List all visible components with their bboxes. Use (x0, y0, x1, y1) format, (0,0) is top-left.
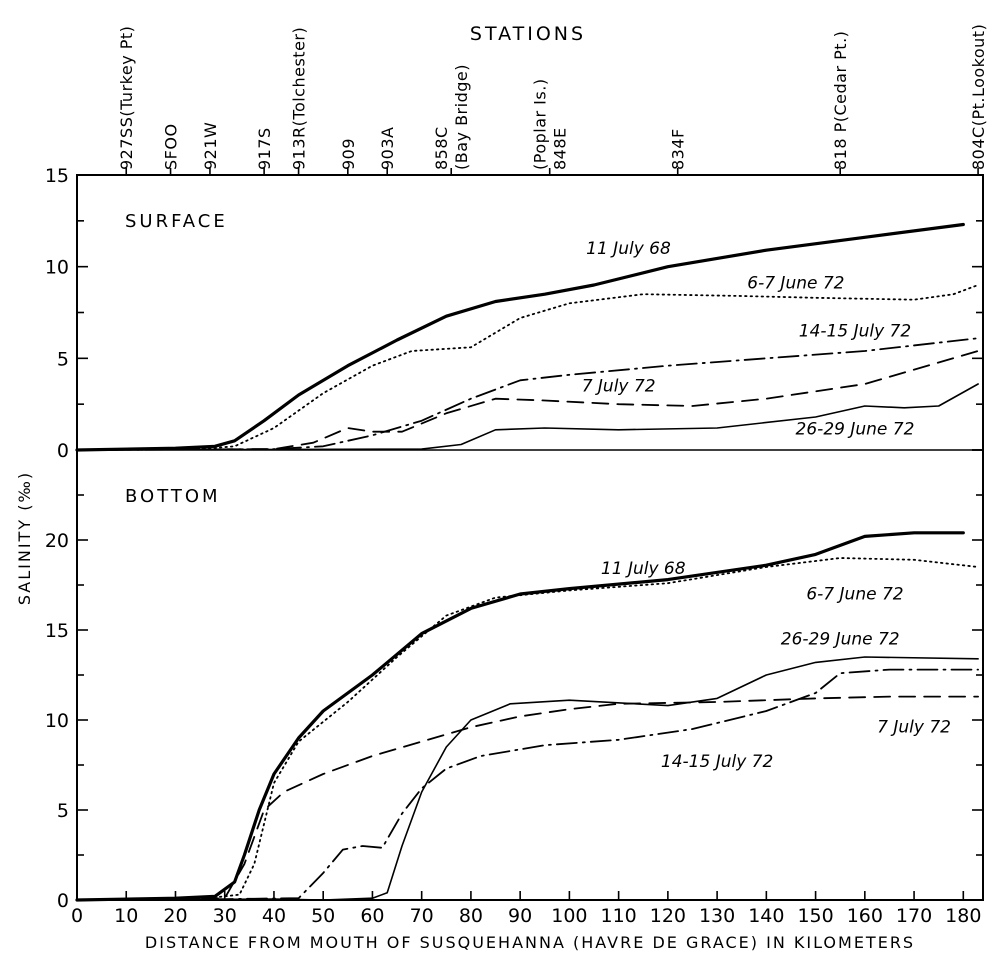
x-tick-label: 160 (847, 905, 883, 927)
station-label: 909 (339, 138, 358, 170)
series-line (76, 656, 979, 901)
x-tick-label: 100 (551, 905, 587, 927)
station-label: 927SS(Turkey Pt) (117, 26, 136, 170)
panel-label: SURFACE (125, 211, 228, 232)
x-tick-label: 130 (699, 905, 735, 927)
chart-panels: 0 5 10 15 SURFACE 11 July 68 6-7 June 72 14-15 … (45, 165, 983, 912)
series-line (76, 383, 979, 451)
panel-surface: 0 5 10 15 SURFACE 11 July 68 6-7 June 72 14-15 … (45, 165, 983, 462)
station-label: 917S (255, 127, 274, 170)
x-tick-label: 60 (360, 905, 384, 927)
x-tick-label: 80 (459, 905, 483, 927)
station-labels: 927SS(Turkey Pt) SFOO 921W 917S 913R(Tolches… (117, 24, 988, 175)
station-label: (Poplar Is.) (531, 78, 550, 170)
series-label: 11 July 68 (586, 239, 671, 259)
x-axis: 0 10 20 30 40 50 60 70 80 90 100 110 120 130 140 150 160… (71, 891, 981, 927)
y-tick-label: 10 (45, 710, 69, 732)
x-tick-label: 170 (896, 905, 932, 927)
x-tick-label: 40 (262, 905, 286, 927)
series-label: 6-7 June 72 (747, 274, 844, 294)
station-label: (Bay Bridge) (452, 64, 471, 170)
series-label: 6-7 June 72 (806, 584, 903, 604)
series-label: 11 July 68 (601, 559, 686, 579)
station-label: 818 P(Cedar Pt.) (831, 31, 850, 170)
y-tick-label: 10 (45, 257, 69, 279)
x-tick-label: 90 (508, 905, 532, 927)
series-label: 26-29 June 72 (781, 629, 900, 649)
series-label: 7 July 72 (582, 376, 656, 396)
station-label: 921W (201, 122, 220, 170)
y-tick-label: 15 (45, 620, 69, 642)
y-axis-title: SALINITY (‰) (15, 471, 34, 605)
station-label: SFOO (162, 123, 181, 170)
y-tick-label: 0 (57, 890, 69, 912)
x-axis-title: DISTANCE FROM MOUTH OF SUSQUEHANNA (HAVR… (145, 933, 915, 952)
y-tick-label: 20 (45, 530, 69, 552)
series-label: 26-29 June 72 (796, 419, 915, 439)
panel-label: BOTTOM (125, 486, 221, 507)
station-label: 903A (378, 127, 397, 170)
series-label: 7 July 72 (877, 718, 951, 738)
plot-frame (76, 174, 984, 901)
x-tick-label: 70 (410, 905, 434, 927)
station-label: 858C (432, 126, 451, 170)
y-tick-label: 5 (57, 800, 69, 822)
x-tick-label: 110 (600, 905, 636, 927)
series-label: 14-15 July 72 (799, 321, 911, 341)
station-label: 834F (669, 128, 688, 170)
series-line (76, 350, 979, 451)
series-line (76, 337, 979, 451)
x-tick-label: 20 (163, 905, 187, 927)
x-tick-label: 10 (114, 905, 138, 927)
series-line (75, 531, 965, 902)
series-line (76, 695, 979, 901)
series-line (75, 222, 965, 452)
x-tick-label: 120 (650, 905, 686, 927)
x-tick-label: 140 (748, 905, 784, 927)
x-tick-label: 150 (797, 905, 833, 927)
stations-header: STATIONS (470, 23, 586, 45)
x-tick-label: 50 (311, 905, 335, 927)
series-line (76, 668, 979, 901)
y-tick-label: 15 (45, 165, 69, 187)
panel-bottom: 0 5 10 15 20 BOTTOM 11 July 68 6-7 June 72 26-29… (45, 449, 983, 912)
x-tick-label: 0 (71, 905, 83, 927)
station-label: 913R(Tolchester) (290, 27, 309, 170)
x-tick-label: 30 (213, 905, 237, 927)
series-label: 14-15 July 72 (661, 752, 773, 772)
station-label: 804C(Pt.Lookout) (969, 24, 988, 170)
station-label: 848E (551, 127, 570, 170)
series-line (76, 284, 979, 451)
x-tick-label: 180 (945, 905, 981, 927)
y-tick-label: 5 (57, 348, 69, 370)
series-line (76, 557, 979, 901)
y-tick-label: 0 (57, 440, 69, 462)
